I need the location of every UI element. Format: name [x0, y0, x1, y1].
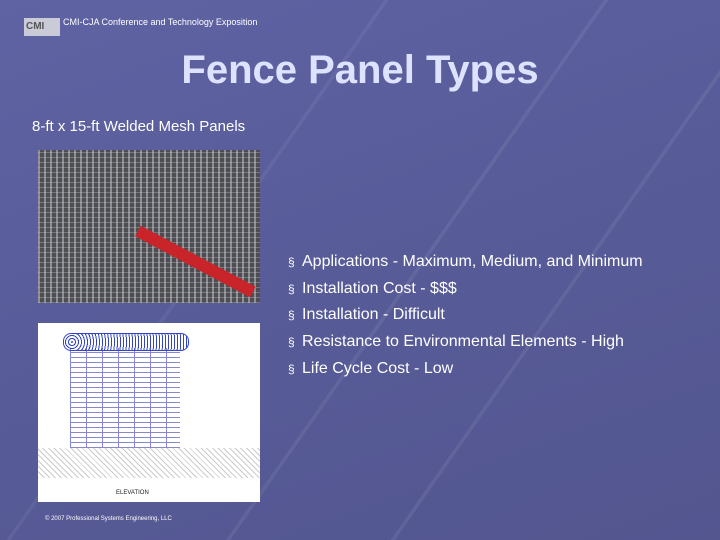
- mesh-panel: [70, 348, 180, 448]
- bullet-item: § Resistance to Environmental Elements - …: [288, 329, 643, 356]
- bullet-text: Resistance to Environmental Elements - H…: [302, 333, 624, 351]
- bullet-item: § Applications - Maximum, Medium, and Min…: [288, 249, 643, 276]
- bullet-icon: §: [288, 308, 295, 323]
- bullet-list: § Applications - Maximum, Medium, and Min…: [288, 249, 643, 383]
- bolt-cutter: [135, 225, 256, 298]
- bullet-item: § Life Cycle Cost - Low: [288, 356, 643, 383]
- conference-name: CMI-CJA Conference and Technology Exposi…: [63, 17, 258, 27]
- cmi-logo: CMI: [24, 18, 60, 36]
- bullet-text: Installation Cost - $$$: [302, 279, 457, 297]
- bullet-icon: §: [288, 281, 295, 296]
- bullet-text: Installation - Difficult: [302, 306, 445, 324]
- bullet-item: § Installation Cost - $$$: [288, 276, 643, 303]
- bullet-icon: §: [288, 335, 295, 350]
- elevation-label: ELEVATION: [116, 490, 149, 496]
- slide-subtitle: 8-ft x 15-ft Welded Mesh Panels: [32, 118, 246, 135]
- slide-title: Fence Panel Types: [181, 48, 539, 92]
- bullet-text: Applications - Maximum, Medium, and Mini…: [302, 253, 643, 270]
- bullet-icon: §: [288, 255, 295, 269]
- ground-section: [38, 448, 260, 478]
- copyright: © 2007 Professional Systems Engineering,…: [45, 516, 172, 522]
- bullet-text: Life Cycle Cost - Low: [302, 359, 454, 377]
- razor-wire-coil: [63, 333, 189, 351]
- bullet-icon: §: [288, 361, 295, 376]
- elevation-drawing: ELEVATION: [38, 323, 260, 502]
- welded-mesh-photo: [38, 150, 260, 303]
- bullet-item: § Installation - Difficult: [288, 302, 643, 329]
